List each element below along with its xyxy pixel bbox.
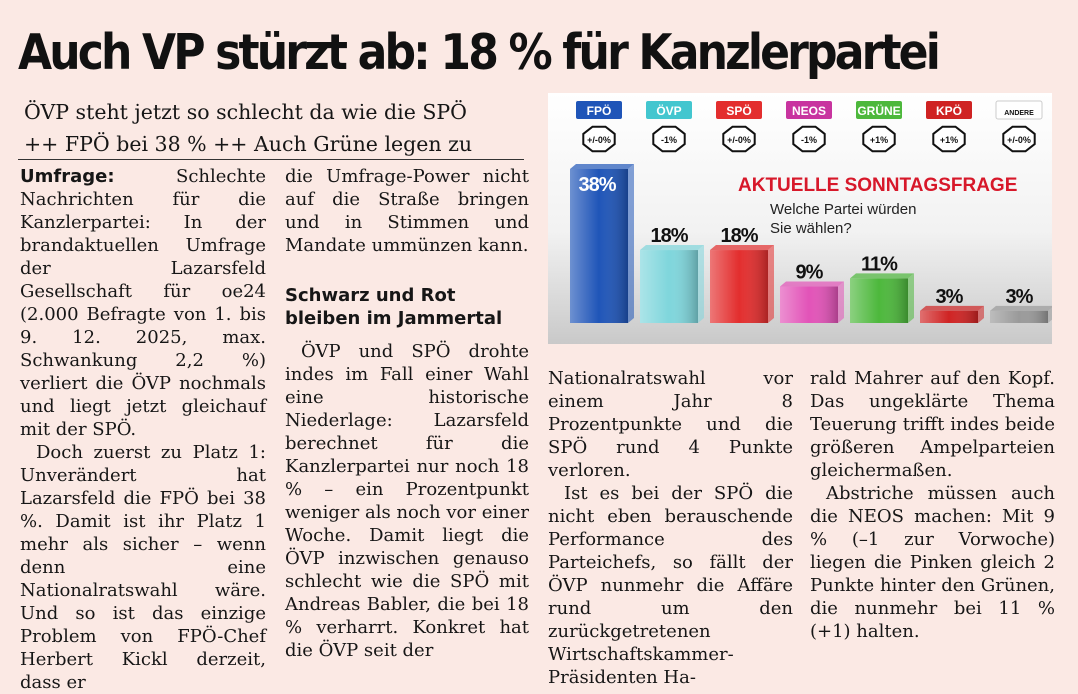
bar-side: [1048, 307, 1052, 323]
bar-shading: [710, 250, 768, 323]
party-label: NEOS: [792, 104, 826, 118]
subheadline-rule: [18, 159, 524, 160]
subheadline-line-1: ÖVP steht jetzt so schlecht da wie die S…: [24, 100, 467, 124]
subheadline: ÖVP steht jetzt so schlecht da wie die S…: [24, 96, 524, 160]
bar-top: [710, 245, 774, 251]
party-label-box: [646, 101, 692, 119]
change-badge: [582, 125, 616, 153]
article-column-3: Nationalratswahl vor einem Jahr 8 Prozen…: [548, 367, 793, 689]
bar-shading: [990, 310, 1048, 323]
value-label: 3%: [936, 286, 964, 308]
change-badge: [862, 125, 896, 153]
headline: Auch VP stürzt ab: 18 % für Kanzlerparte…: [18, 24, 941, 81]
paragraph-5: Abstriche müssen auch die NEOS machen: M…: [810, 483, 1055, 642]
bar-side: [908, 273, 914, 323]
paragraph-2: Doch zuerst zu Platz 1: Unverändert hat …: [20, 442, 266, 693]
change-label: -1%: [661, 135, 677, 145]
paragraph-4-continued: rald Mahrer auf den Kopf. Das ungeklärte…: [810, 368, 1055, 481]
value-label: 3%: [1006, 286, 1034, 308]
poll-chart: AKTUELLE SONNTAGSFRAGE Welche Partei wür…: [548, 93, 1052, 344]
party-label-box: [576, 101, 622, 119]
kicker: Umfrage:: [20, 166, 115, 187]
change-badge: [1002, 125, 1036, 153]
value-label: 38%: [578, 174, 616, 196]
bar-shading: [640, 250, 698, 323]
paragraph-4: Ist es bei der SPÖ die nicht eben beraus…: [548, 483, 793, 688]
value-label: 18%: [720, 225, 758, 247]
value-label: 18%: [650, 225, 688, 247]
party-label: GRÜNE: [857, 103, 900, 118]
subheadline-line-2: ++ FPÖ bei 38 % ++ Auch Grüne legen zu: [24, 132, 473, 156]
party-label-box: [995, 100, 1043, 120]
change-badge: [652, 125, 686, 153]
value-label: 11%: [861, 253, 898, 275]
chart-title: AKTUELLE SONNTAGSFRAGE: [738, 175, 1017, 196]
party-label: ÖVP: [656, 103, 681, 118]
bar-side: [628, 164, 634, 323]
party-label-box: [926, 101, 972, 119]
bar-side: [838, 281, 844, 323]
bar-side: [768, 245, 774, 323]
bar-top: [920, 305, 984, 311]
party-label: ANDERE: [1004, 110, 1034, 117]
bar-top: [780, 281, 844, 287]
change-label: -1%: [801, 135, 817, 145]
bar-side: [978, 305, 984, 323]
change-label: +1%: [870, 135, 888, 145]
party-label-box: [856, 101, 902, 119]
bar-side: [698, 245, 704, 323]
bar-top: [990, 305, 1052, 311]
article-column-2-top: die Umfrage-Power nicht auf die Straße b…: [285, 165, 529, 257]
poll-chart-svg: AKTUELLE SONNTAGSFRAGE Welche Partei wür…: [548, 93, 1052, 344]
party-label-box: [716, 101, 762, 119]
section-subheading: Schwarz und Rot bleiben im Jammertal: [285, 285, 503, 329]
bar-top: [850, 273, 914, 279]
paragraph-1-text: Schlechte Nachrichten für die Kanzlerpar…: [20, 166, 266, 440]
bar-top: [570, 164, 634, 169]
article-column-4: rald Mahrer auf den Kopf. Das ungeklärte…: [810, 367, 1055, 643]
paragraph-2-continued: die Umfrage-Power nicht auf die Straße b…: [285, 166, 529, 256]
article-column-2-bottom: ÖVP und SPÖ drohte indes im Fall einer W…: [285, 340, 529, 662]
change-label: +/-0%: [587, 135, 611, 145]
bar-shading: [780, 286, 838, 323]
change-badge: [722, 125, 756, 153]
value-label: 9%: [796, 262, 824, 284]
bar-shading: [850, 278, 908, 323]
party-label: FPÖ: [587, 103, 612, 118]
chart-subtitle-line-1: Welche Partei würden: [770, 201, 916, 218]
chart-subtitle-line-2: Sie wählen?: [770, 220, 852, 237]
bar-shading: [570, 169, 628, 323]
change-badge: [792, 125, 826, 153]
paragraph-3: ÖVP und SPÖ drohte indes im Fall einer W…: [285, 341, 529, 661]
party-label: SPÖ: [726, 103, 751, 118]
change-label: +/-0%: [727, 135, 751, 145]
bar-shading: [920, 310, 978, 323]
paragraph-1: Umfrage: Schlechte Nachrichten für die K…: [20, 165, 266, 441]
change-label: +1%: [940, 135, 958, 145]
change-badge: [932, 125, 966, 153]
change-label: +/-0%: [1007, 135, 1031, 145]
paragraph-3-continued: Nationalratswahl vor einem Jahr 8 Prozen…: [548, 368, 793, 481]
party-label: KPÖ: [936, 103, 962, 118]
bar-top: [640, 245, 704, 251]
article-column-1: Umfrage: Schlechte Nachrichten für die K…: [20, 165, 266, 694]
party-label-box: [786, 101, 832, 119]
